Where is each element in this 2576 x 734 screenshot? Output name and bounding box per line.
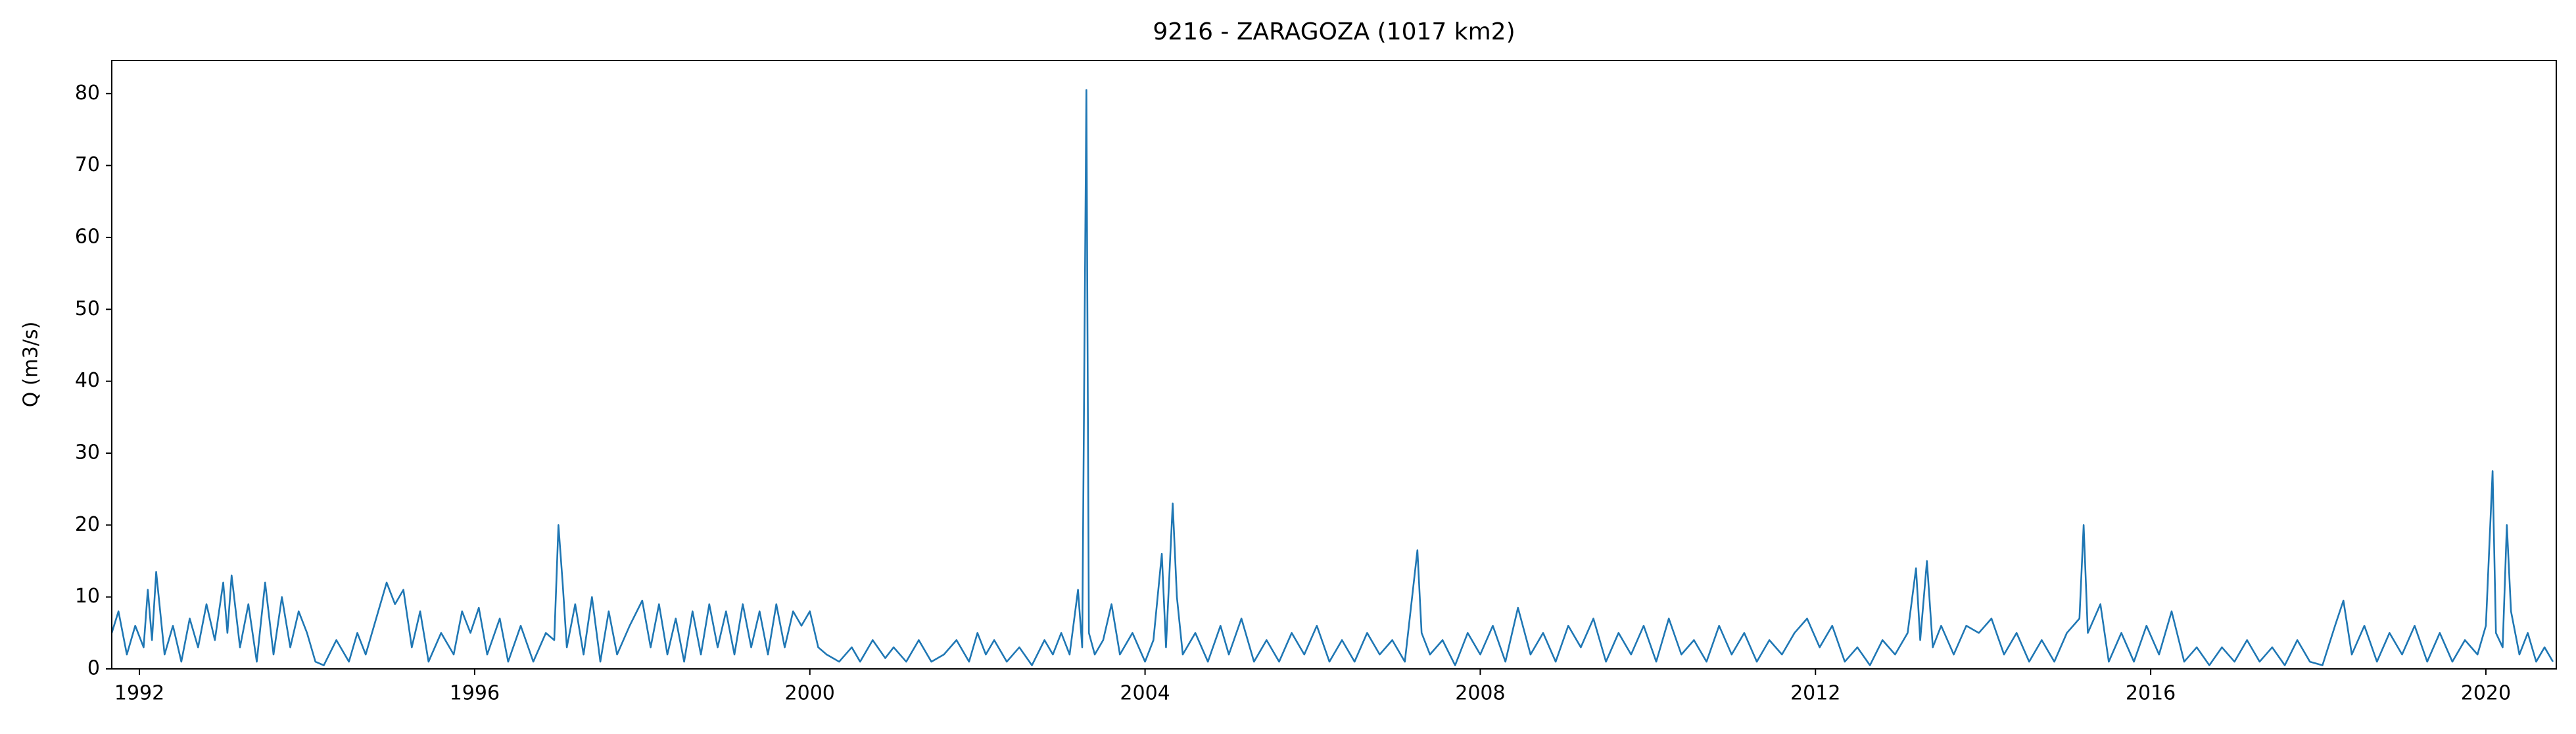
y-tick-label: 80 [75,82,100,105]
y-tick-label: 30 [75,441,100,464]
y-tick-label: 70 [75,153,100,176]
x-tick-label: 2016 [2126,682,2176,705]
x-tick-label: 2020 [2461,682,2511,705]
data-line [110,89,2554,666]
y-tick-label: 50 [75,297,100,320]
chart-title: 9216 - ZARAGOZA (1017 km2) [1153,18,1515,45]
x-tick-label: 2008 [1455,682,1505,705]
y-tick-label: 20 [75,513,100,536]
y-tick-label: 40 [75,369,100,392]
x-tick-label: 1996 [450,682,500,705]
x-tick-label: 1992 [114,682,164,705]
y-tick-label: 0 [87,657,100,680]
y-tick-label: 10 [75,585,100,608]
x-tick-label: 2004 [1120,682,1170,705]
y-axis-label: Q (m3/s) [20,322,43,408]
plot-frame [111,60,2557,670]
x-tick-label: 2012 [1790,682,1840,705]
y-tick-label: 60 [75,225,100,248]
x-tick-label: 2000 [785,682,835,705]
